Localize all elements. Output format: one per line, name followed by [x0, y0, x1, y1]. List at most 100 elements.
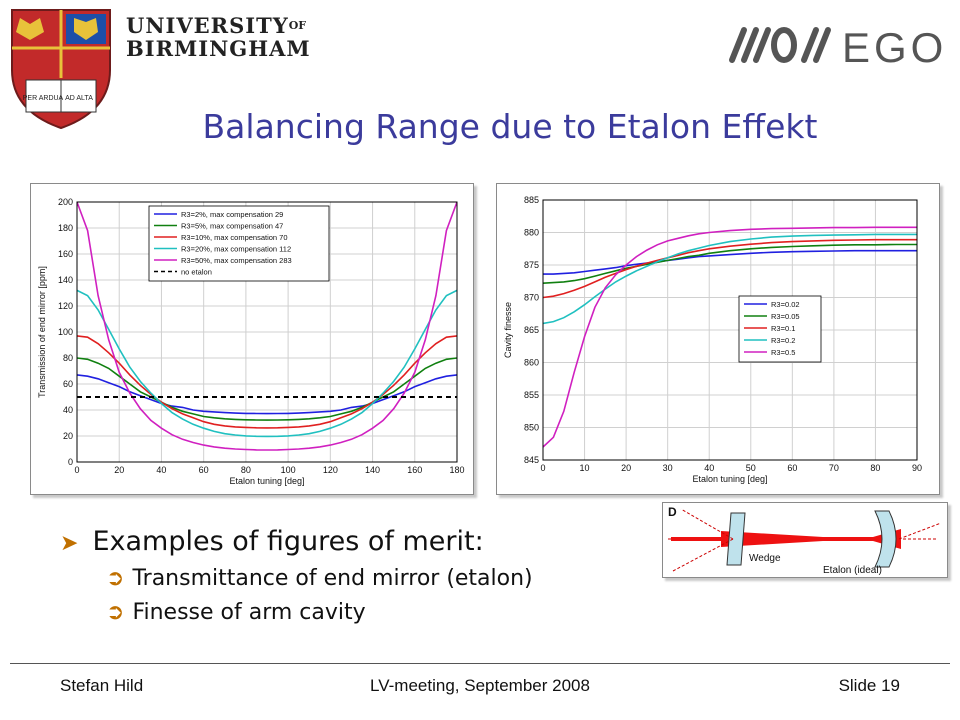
legend-label: R3=0.5 [771, 348, 795, 357]
y-tick-label: 200 [58, 197, 73, 207]
legend-label: no etalon [181, 268, 212, 277]
x-tick-label: 70 [829, 463, 839, 473]
bullet-sub-1-text: Transmittance of end mirror (etalon) [132, 566, 533, 591]
x-axis-label: Etalon tuning [deg] [229, 476, 304, 486]
university-crest: PER ARDUA AD ALTA [11, 9, 111, 130]
bullet-arrow-icon: ➤ [60, 531, 79, 556]
bullet-sub-1: ➲ Transmittance of end mirror (etalon) [106, 566, 533, 591]
legend-label: R3=5%, max compensation 47 [181, 222, 283, 231]
legend-box [148, 205, 330, 282]
y-tick-label: 20 [63, 431, 73, 441]
sub-bullet-arrow-icon: ➲ [106, 600, 125, 625]
y-tick-label: 885 [524, 195, 539, 205]
university-line1: UNIVERSITY [126, 13, 289, 38]
y-tick-label: 865 [524, 325, 539, 335]
y-tick-label: 880 [524, 228, 539, 238]
y-tick-label: 875 [524, 260, 539, 270]
crest-motto-left: PER ARDUA [23, 95, 64, 102]
plot-border [542, 199, 918, 461]
series-line-r3-0-5 [543, 226, 917, 448]
y-tick-label: 845 [524, 455, 539, 465]
legend-box [738, 295, 822, 363]
wedge-element [726, 512, 746, 566]
footer-author: Stefan Hild [60, 676, 144, 695]
x-tick-label: 20 [114, 465, 124, 475]
footer-slide-number: Slide 19 [838, 676, 900, 695]
series-line-r3-0-05 [543, 243, 917, 284]
y-tick-label: 180 [58, 223, 73, 233]
x-tick-label: 0 [74, 465, 79, 475]
etalon-label: Etalon (ideal) [823, 565, 882, 576]
legend-label: R3=20%, max compensation 112 [181, 245, 291, 254]
bullet-sub-2-text: Finesse of arm cavity [132, 600, 366, 625]
university-line2: BIRMINGHAM [126, 36, 311, 61]
legend: R3=2%, max compensation 29 R3=5%, max com… [148, 205, 330, 282]
y-tick-label: 60 [63, 379, 73, 389]
legend-label: R3=10%, max compensation 70 [181, 233, 288, 242]
x-tick-label: 40 [156, 465, 166, 475]
legend-label: R3=2%, max compensation 29 [181, 210, 283, 219]
x-tick-label: 20 [621, 463, 631, 473]
etalon-diagram: D Wedge Etalon (ideal) [668, 505, 942, 576]
legend-label: R3=0.05 [771, 312, 800, 321]
series-line-r3-20-max-compensation-112 [77, 289, 457, 438]
x-tick-label: 0 [540, 463, 545, 473]
x-tick-label: 160 [407, 465, 422, 475]
y-tick-label: 120 [58, 301, 73, 311]
plot-border [76, 201, 458, 463]
footer-divider [10, 663, 950, 664]
transmitted-beam [898, 522, 942, 540]
y-tick-label: 870 [524, 293, 539, 303]
y-tick-label: 860 [524, 358, 539, 368]
y-tick-label: 100 [58, 327, 73, 337]
y-tick-label: 0 [68, 457, 73, 467]
legend-label: R3=0.2 [771, 336, 795, 345]
laser-beam [721, 529, 901, 549]
legend-label: R3=0.1 [771, 324, 795, 333]
chart-finesse: 0 10 20 30 40 50 60 70 80 90 845 850 855 860 865 870 875… [503, 195, 922, 484]
ego-logo-text: EGO [842, 24, 942, 71]
x-tick-label: 30 [663, 463, 673, 473]
x-tick-label: 100 [281, 465, 296, 475]
x-tick-label: 80 [241, 465, 251, 475]
x-tick-label: 60 [199, 465, 209, 475]
x-tick-label: 60 [787, 463, 797, 473]
x-tick-label: 40 [704, 463, 714, 473]
x-tick-label: 50 [746, 463, 756, 473]
etalon-element [874, 510, 897, 568]
y-axis-label: Cavity finesse [503, 302, 513, 358]
x-tick-label: 120 [323, 465, 338, 475]
x-tick-label: 10 [580, 463, 590, 473]
ego-logo: EGO [729, 24, 942, 71]
y-tick-label: 850 [524, 423, 539, 433]
y-axis-label: Transmission of end mirror [ppm] [37, 266, 47, 398]
bullet-main: ➤ Examples of figures of merit: [60, 526, 484, 557]
x-tick-label: 80 [870, 463, 880, 473]
slide-title: Balancing Range due to Etalon Effekt [202, 107, 818, 146]
bullet-main-text: Examples of figures of merit: [92, 526, 484, 557]
diagram-label: D [668, 505, 677, 519]
y-tick-label: 855 [524, 390, 539, 400]
series-line-r3-0-1 [543, 238, 917, 299]
y-tick-label: 160 [58, 249, 73, 259]
etalon-diagram-frame: D Wedge Etalon (ideal) [662, 502, 948, 578]
legend-label: R3=50%, max compensation 283 [181, 256, 292, 265]
x-tick-label: 140 [365, 465, 380, 475]
series-line-r3-2-max-compensation-29 [77, 374, 457, 415]
x-tick-label: 180 [449, 465, 464, 475]
series-line-r3-0-2 [543, 233, 917, 325]
series-line-r3-5-max-compensation-47 [77, 357, 457, 421]
y-tick-label: 40 [63, 405, 73, 415]
y-tick-label: 140 [58, 275, 73, 285]
chart-finesse-frame: 0 10 20 30 40 50 60 70 80 90 845 850 855 860 865 870 875… [496, 183, 940, 495]
reflected-beam-up [680, 508, 734, 540]
x-axis-label: Etalon tuning [deg] [692, 474, 767, 484]
ego-wave-icon [729, 27, 831, 63]
reflected-beam-down [672, 538, 734, 572]
sub-bullet-arrow-icon: ➲ [106, 566, 125, 591]
series-line-r3-50-max-compensation-283 [77, 202, 457, 451]
x-tick-label: 90 [912, 463, 922, 473]
y-tick-label: 80 [63, 353, 73, 363]
footer-event: LV-meeting, September 2008 [370, 676, 590, 695]
wedge-label: Wedge [749, 553, 781, 564]
